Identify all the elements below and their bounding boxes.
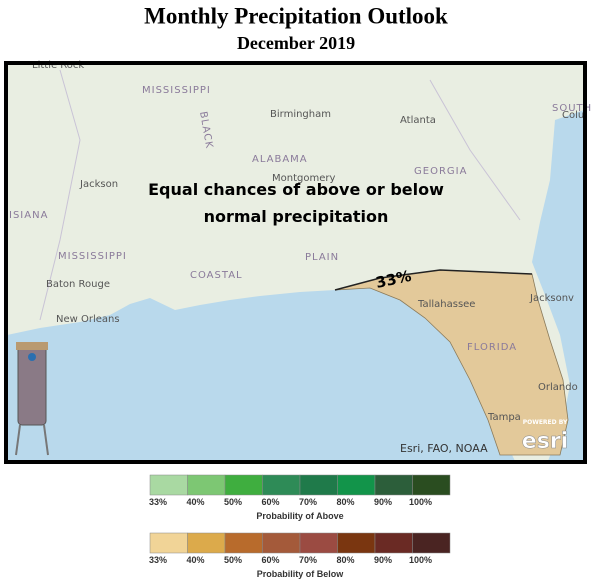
map-label: ISIANA — [9, 210, 48, 221]
map-label: Tampa — [487, 412, 521, 423]
map-label: COASTAL — [190, 270, 243, 281]
attribution: Esri, FAO, NOAA — [400, 442, 488, 455]
legend-label: 70% — [299, 497, 317, 507]
esri-logo: esri — [522, 429, 568, 454]
legend-swatch — [149, 532, 188, 554]
map-label: Orlando — [538, 382, 578, 393]
legend-title: Probability of Below — [257, 569, 345, 579]
gulf — [7, 288, 515, 461]
map-label: Montgomery — [272, 173, 335, 184]
legend-swatch — [412, 532, 451, 554]
legend-swatch — [187, 474, 226, 496]
legend-label: 33% — [149, 555, 167, 565]
legend-swatch — [374, 474, 413, 496]
legend-swatch — [187, 532, 226, 554]
map-label: MISSISSIPPI — [142, 85, 211, 96]
legend-swatch — [224, 474, 263, 496]
map-label: Tallahassee — [417, 299, 475, 310]
rain-gauge-icon — [15, 342, 49, 456]
map-label: Jackson — [79, 179, 118, 190]
legend-label: 50% — [224, 555, 242, 565]
subtitle: December 2019 — [237, 33, 355, 53]
map-label: ALABAMA — [252, 154, 308, 165]
map-label: FLORIDA — [467, 342, 517, 353]
map-label: Colu — [562, 110, 584, 121]
legend-swatch — [299, 532, 338, 554]
map-label: Birmingham — [270, 109, 331, 120]
map-label: MISSISSIPPI — [58, 251, 127, 262]
contour-line — [334, 269, 533, 291]
map-label: Atlanta — [400, 115, 436, 126]
legend-swatch — [262, 474, 301, 496]
legend-label: 70% — [299, 555, 317, 565]
legend-swatch — [337, 474, 376, 496]
legend-label: 60% — [261, 497, 279, 507]
border — [39, 69, 521, 321]
map-frame — [4, 61, 587, 464]
annotation: normal precipitation — [204, 207, 389, 226]
legend-label: 33% — [149, 497, 167, 507]
legend-swatch — [224, 532, 263, 554]
legend-swatch — [299, 474, 338, 496]
map: Little Rock MISSISSIPPI Birmingham Atlan… — [4, 60, 592, 464]
legend-swatch — [262, 532, 301, 554]
legends: 33% 40% 50% 60% 70% 80% 90% 100% Probability of … — [149, 474, 451, 579]
map-label: PLAIN — [305, 252, 339, 263]
legend-swatch — [337, 532, 376, 554]
title: Monthly Precipitation Outlook — [144, 3, 448, 28]
legend-label: 40% — [186, 555, 204, 565]
annotation: Equal chances of above or below — [148, 180, 444, 199]
legend-label: 50% — [224, 497, 242, 507]
map-label: SOUTH CAROL — [552, 103, 592, 114]
legend-label: 40% — [186, 497, 204, 507]
legend-label: 80% — [336, 555, 354, 565]
legend-label: 90% — [374, 497, 392, 507]
map-label: Jacksonv — [529, 293, 574, 304]
legend-label: 100% — [409, 497, 432, 507]
powered-by: POWERED BY — [523, 419, 568, 426]
legend-label: 80% — [336, 497, 354, 507]
map-label: GEORGIA — [414, 166, 467, 177]
legend-title: Probability of Above — [256, 511, 343, 521]
legend-swatch — [374, 532, 413, 554]
legend-swatch — [149, 474, 188, 496]
legend-swatch — [412, 474, 451, 496]
legend-label: 100% — [409, 555, 432, 565]
map-label: Baton Rouge — [46, 279, 110, 290]
map-label: New Orleans — [56, 314, 120, 325]
map-label: Little Rock — [32, 60, 84, 71]
atlantic — [532, 110, 584, 461]
legend-label: 60% — [261, 555, 279, 565]
legend-label: 90% — [374, 555, 392, 565]
